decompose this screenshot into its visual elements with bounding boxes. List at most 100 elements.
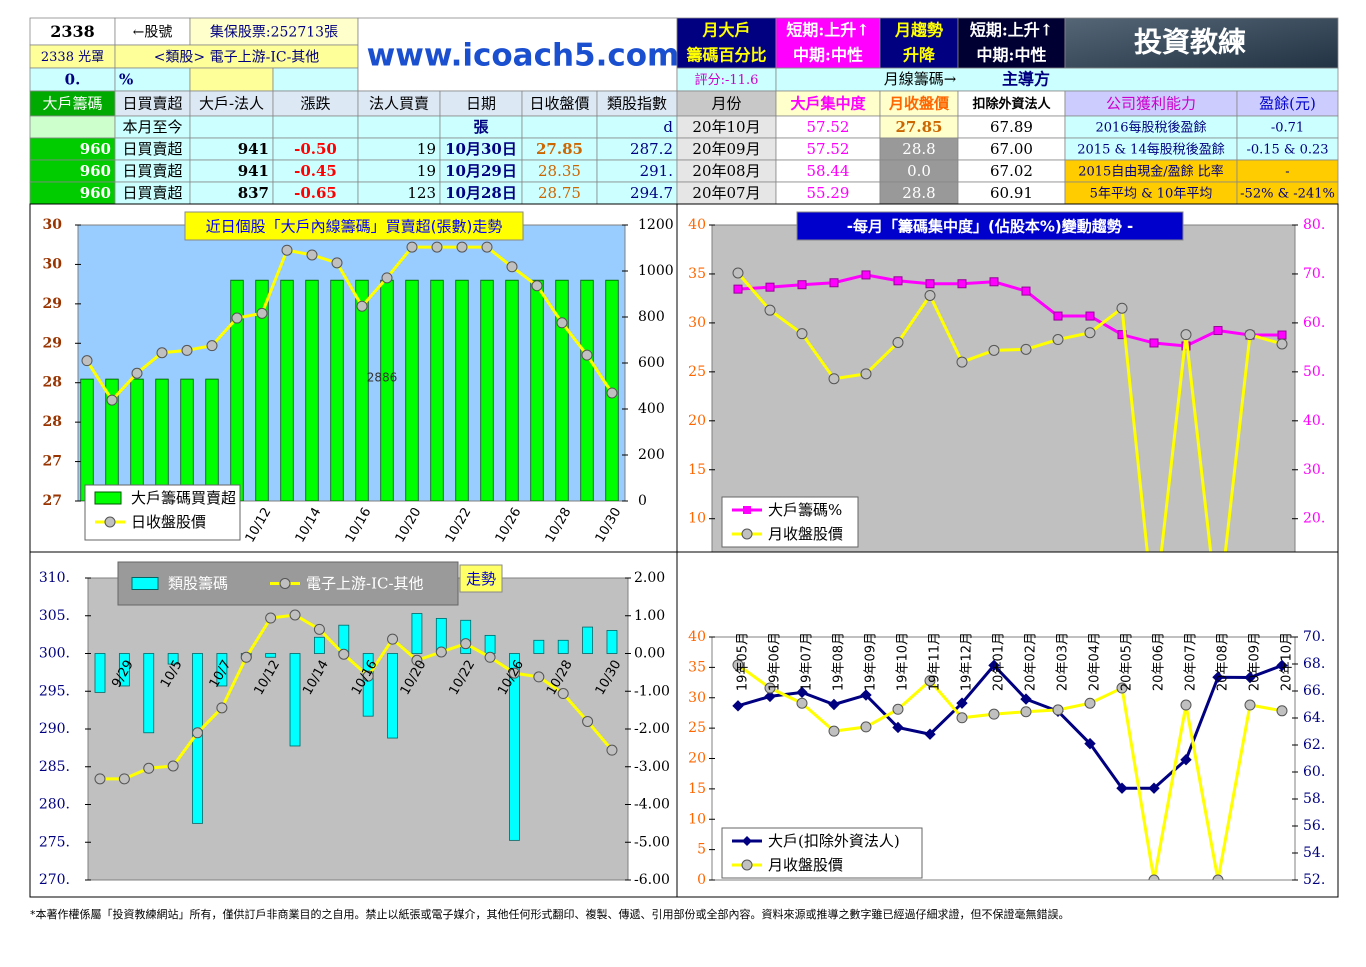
column-header: 漲跌	[300, 95, 330, 113]
signal-box	[957, 17, 1066, 69]
table-value: 10月29日	[445, 162, 517, 180]
y-tick-label: 15	[688, 781, 706, 797]
chart-title: 近日個股「大戶內線籌碼」買賣超(張數)走勢	[206, 218, 503, 236]
x-tick-label: 19年10月	[896, 632, 911, 691]
table-value: -0.15 & 0.23	[1246, 143, 1328, 158]
table-cell	[189, 67, 274, 92]
y-tick-label: 28	[43, 375, 62, 391]
bar	[118, 653, 130, 687]
table-cell	[775, 90, 881, 117]
y2-tick-label: 52.	[1303, 872, 1325, 888]
line-marker	[1149, 338, 1159, 348]
stock-number: 2338	[50, 22, 95, 41]
table-value: 58.44	[807, 162, 850, 180]
y2-tick-label: 2.00	[634, 570, 665, 586]
table-value: 日買賣超	[122, 184, 182, 202]
line-marker	[796, 697, 808, 709]
logo-text: 投資教練	[1134, 26, 1246, 59]
y-tick-label: 285.	[39, 759, 70, 775]
legend-label: 大戶籌碼%	[768, 501, 842, 519]
legend-marker	[741, 528, 753, 540]
table-cell	[29, 17, 116, 46]
legend-label: 月收盤股價	[768, 856, 843, 874]
table-cell	[29, 115, 116, 139]
chart-marks	[732, 267, 1288, 552]
table-value: 2015自由現金/盈餘 比率	[1078, 164, 1224, 180]
line-marker	[796, 328, 808, 340]
table-value: 941	[238, 140, 269, 158]
bar	[155, 378, 169, 501]
line-marker	[892, 703, 904, 715]
signal-box	[676, 17, 777, 69]
column-header: 日買賣超	[122, 95, 182, 113]
line-marker	[924, 728, 936, 740]
line-marker	[1052, 704, 1064, 716]
column-header: 盈餘(元)	[1259, 95, 1316, 113]
chart-marks	[732, 659, 1288, 880]
y2-tick-label: 60.	[1303, 764, 1325, 780]
bar	[305, 279, 319, 501]
y2-tick-label: 1000	[638, 263, 674, 279]
table-cell	[357, 90, 441, 117]
y-tick-label: 20	[688, 751, 706, 767]
y2-tick-label: -5.00	[634, 834, 670, 850]
line-marker	[1020, 693, 1032, 705]
x-tick-label: 19年11月	[928, 632, 943, 691]
y-tick-label: 25	[688, 364, 706, 380]
y-tick-label: 0	[697, 872, 706, 888]
y-tick-label: 30	[688, 315, 706, 331]
y-tick-label: 20	[688, 413, 706, 429]
signal-box	[775, 17, 881, 69]
line-marker	[828, 725, 840, 737]
y2-tick-label: -4.00	[634, 797, 670, 813]
bar	[582, 626, 593, 654]
line-marker	[956, 712, 968, 724]
line-marker	[861, 270, 871, 280]
y2-tick-label: -2.00	[634, 721, 670, 737]
y2-tick-label: 62.	[1303, 737, 1325, 753]
table-value: 28.8	[902, 140, 935, 158]
bar	[484, 634, 496, 654]
table-value: 20年09月	[692, 140, 760, 158]
leader: 主導方	[1002, 70, 1050, 89]
y-tick-label: 35	[688, 266, 706, 282]
line-marker	[431, 241, 443, 253]
bar	[557, 639, 569, 654]
bar	[355, 279, 369, 501]
y-tick-label: 30	[43, 256, 63, 272]
line-marker	[106, 394, 118, 406]
y-tick-label: 15	[688, 462, 706, 478]
signal-text: 中期:中性	[793, 46, 863, 65]
line-marker	[893, 276, 903, 286]
line-marker	[988, 344, 1000, 356]
line-marker	[1212, 874, 1224, 880]
line-marker	[531, 280, 543, 292]
line-marker	[797, 280, 807, 290]
chart-marks	[94, 609, 618, 841]
line-marker	[192, 727, 204, 739]
line-marker	[533, 671, 545, 683]
table-value: -0.50	[294, 140, 337, 158]
table-cell	[189, 17, 359, 46]
line-marker	[957, 279, 967, 289]
x-tick-label: 20年10月	[1280, 632, 1295, 691]
y-tick-label: 40	[688, 217, 706, 233]
line-marker	[732, 267, 744, 279]
line-marker	[829, 278, 839, 288]
bar	[606, 630, 618, 654]
chart-title-box	[184, 211, 524, 241]
column-header: 公司獲利能力	[1106, 95, 1196, 113]
chart-title: -每月「籌碼集中度」(佔股本%)變動趨勢 -	[847, 218, 1133, 236]
line	[85, 245, 614, 403]
line-marker	[167, 760, 179, 772]
line-marker	[256, 307, 268, 319]
y-tick-label: 275.	[39, 834, 70, 850]
bar	[314, 636, 325, 654]
table-value: 28.75	[538, 184, 581, 202]
table-value: 57.52	[807, 140, 850, 158]
line-marker	[506, 261, 518, 273]
bar	[289, 653, 301, 747]
table-value: 960	[80, 140, 111, 158]
bar	[430, 279, 444, 501]
